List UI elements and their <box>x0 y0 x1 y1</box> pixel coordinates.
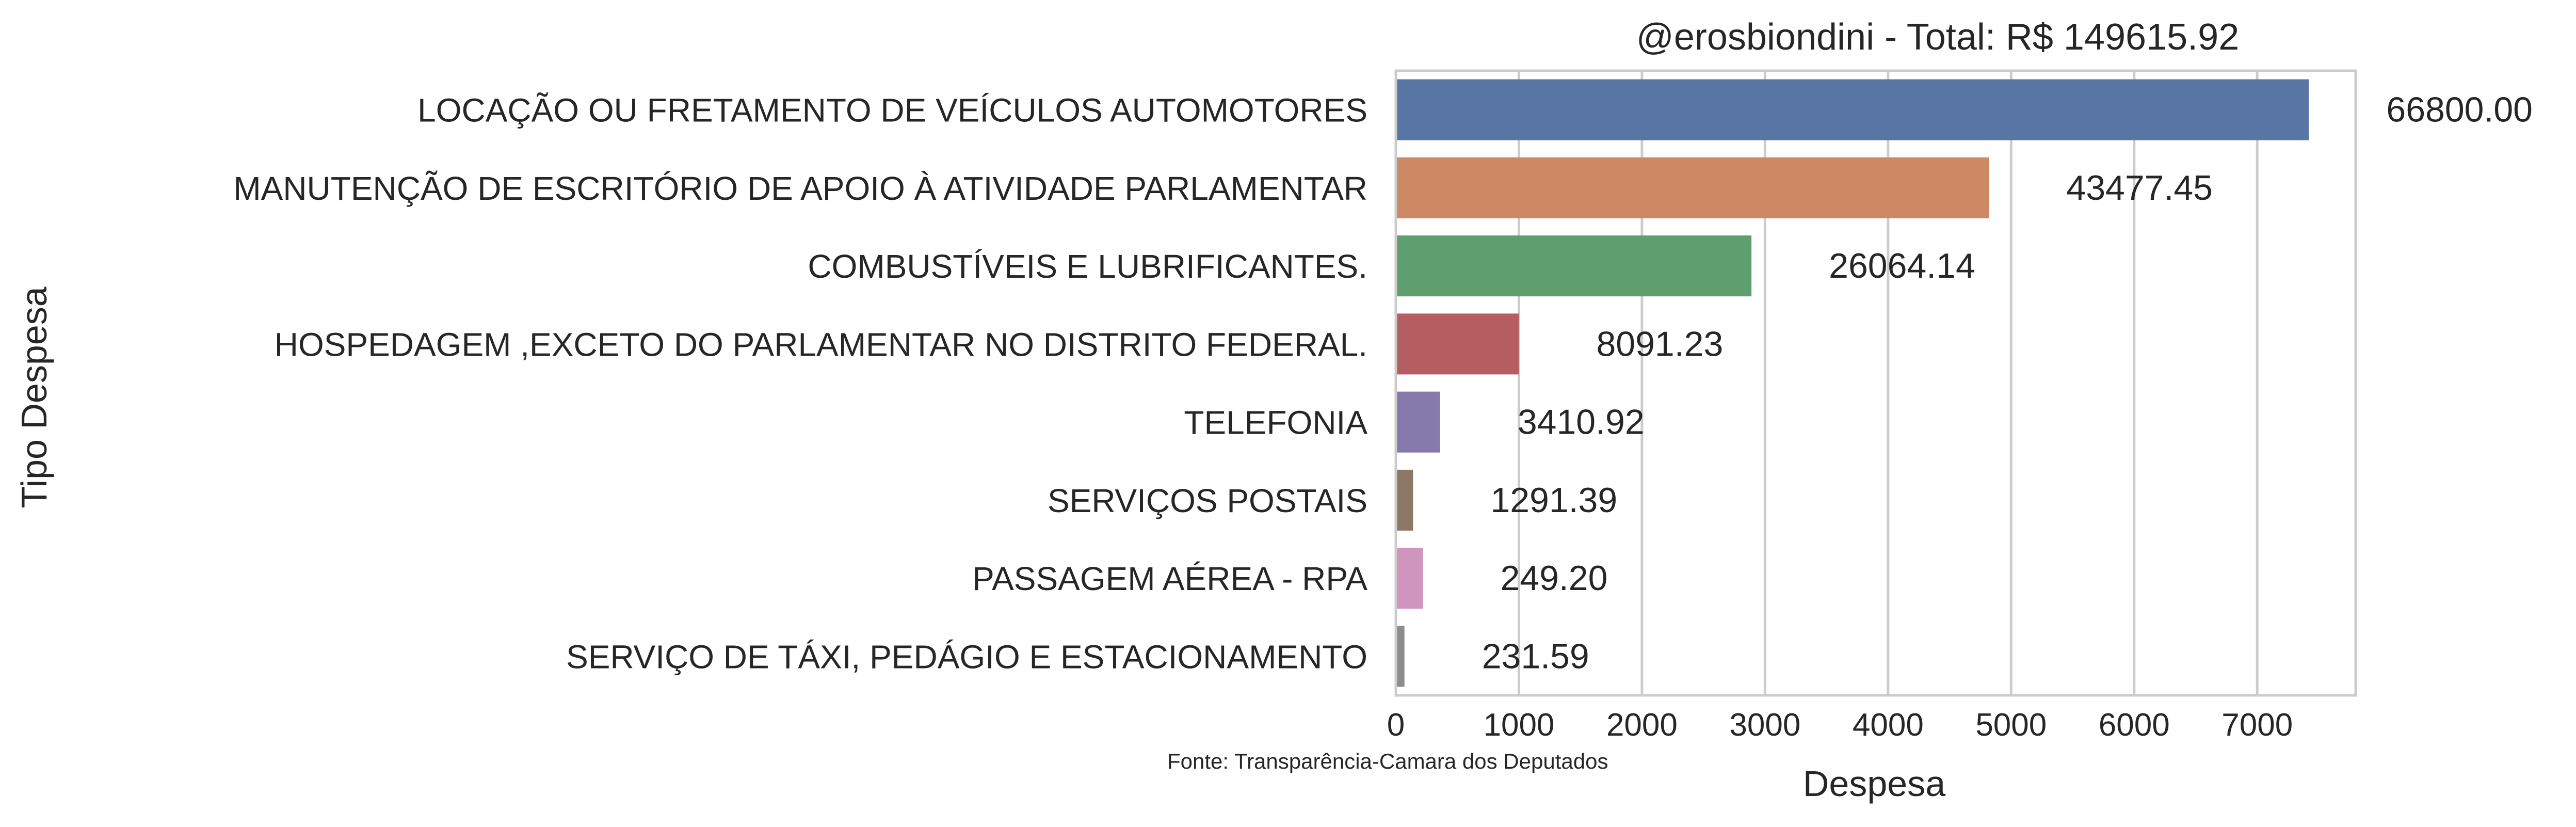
value-labels: 66800.00 43477.45 26064.14 8091.23 3410.92 12… <box>1482 90 2533 676</box>
bars <box>1396 79 2309 687</box>
bar <box>1396 79 2309 140</box>
bar <box>1396 626 1405 687</box>
x-tick-label: 5000 <box>1975 707 2047 743</box>
x-tick-labels: 0 1000 2000 3000 4000 5000 6000 7000 <box>1387 707 2293 743</box>
category-label: PASSAGEM AÉREA - RPA <box>972 560 1367 597</box>
category-label: TELEFONIA <box>1184 404 1367 441</box>
bar <box>1396 157 1989 218</box>
x-tick-label: 1000 <box>1483 707 1554 743</box>
bar <box>1396 469 1413 531</box>
bar <box>1396 548 1423 609</box>
bar <box>1396 313 1519 375</box>
bar-value-label: 3410.92 <box>1518 403 1645 442</box>
bar-value-label: 66800.00 <box>2386 90 2533 130</box>
bar-value-label: 43477.45 <box>2066 168 2213 208</box>
x-tick-label: 0 <box>1387 707 1405 743</box>
category-label: LOCAÇÃO OU FRETAMENTO DE VEÍCULOS AUTOMO… <box>417 92 1367 129</box>
x-tick-label: 7000 <box>2221 707 2293 743</box>
bar-value-label: 8091.23 <box>1596 324 1723 363</box>
bar-value-label: 249.20 <box>1500 559 1607 598</box>
x-tick-label: 6000 <box>2099 707 2170 743</box>
x-axis-label: Despesa <box>1803 764 1945 804</box>
category-label: SERVIÇO DE TÁXI, PEDÁGIO E ESTACIONAMENT… <box>566 638 1367 675</box>
x-tick-label: 3000 <box>1729 707 1800 743</box>
y-axis-label: Tipo Despesa <box>14 287 54 508</box>
source-note: Fonte: Transparência-Camara dos Deputado… <box>1167 749 1608 773</box>
x-tick-label: 4000 <box>1853 707 1924 743</box>
category-labels: LOCAÇÃO OU FRETAMENTO DE VEÍCULOS AUTOMO… <box>233 92 1367 676</box>
chart-title: @erosbiondini - Total: R$ 149615.92 <box>1636 17 2240 58</box>
bar-value-label: 26064.14 <box>1829 246 1975 285</box>
category-label: COMBUSTÍVEIS E LUBRIFICANTES. <box>808 248 1367 285</box>
x-tick-label: 2000 <box>1606 707 1678 743</box>
category-label: HOSPEDAGEM ,EXCETO DO PARLAMENTAR NO DIS… <box>275 326 1367 363</box>
category-label: SERVIÇOS POSTAIS <box>1048 482 1367 519</box>
bar-value-label: 231.59 <box>1482 637 1589 676</box>
bar <box>1396 391 1440 453</box>
plot-frame <box>1394 69 2357 697</box>
bar <box>1396 235 1752 297</box>
category-label: MANUTENÇÃO DE ESCRITÓRIO DE APOIO À ATIV… <box>233 170 1367 207</box>
bar-value-label: 1291.39 <box>1490 481 1617 520</box>
